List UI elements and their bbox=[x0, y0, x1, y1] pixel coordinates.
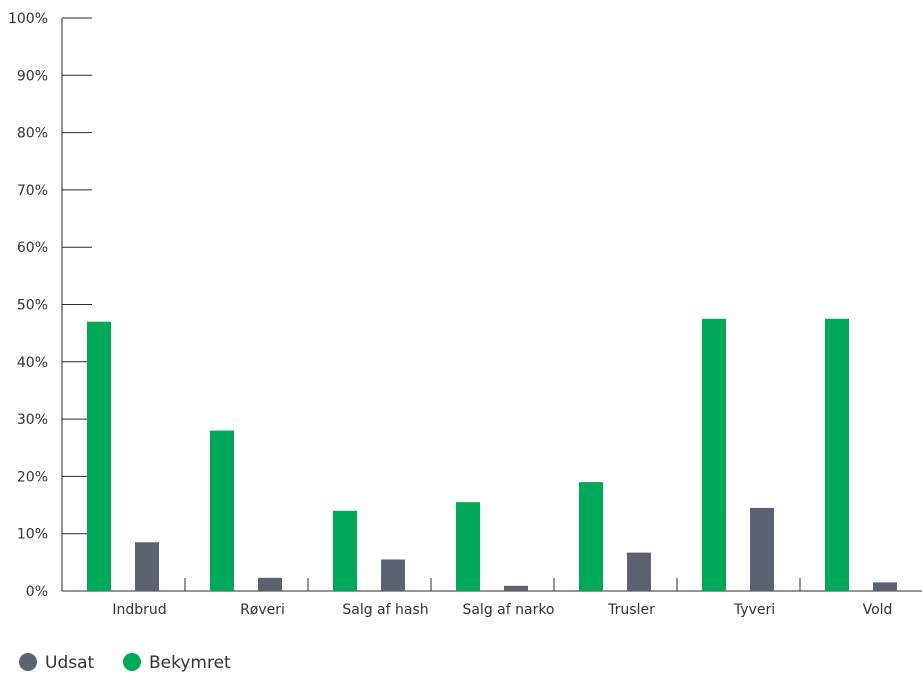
bar-bekymret bbox=[702, 318, 726, 591]
legend-label: Bekymret bbox=[149, 653, 231, 673]
y-tick-label: 60% bbox=[17, 240, 48, 256]
legend-swatch bbox=[123, 653, 141, 671]
bar-udsat bbox=[381, 559, 405, 591]
x-category-label: Trusler bbox=[607, 602, 655, 618]
y-tick-label: 30% bbox=[17, 412, 48, 428]
y-tick-label: 90% bbox=[17, 68, 48, 84]
x-category-label: Salg af hash bbox=[342, 602, 428, 618]
bar-udsat bbox=[873, 582, 897, 591]
y-axis: 0% 10% 20% 30% 40% 50% 60% 70% 80% 90% 100% bbox=[8, 11, 92, 600]
bars-group bbox=[87, 318, 897, 591]
legend: Udsat Bekymret bbox=[19, 653, 231, 673]
x-axis: Indbrud Røveri Salg af hash Salg af narko Tr… bbox=[62, 578, 922, 618]
y-tick-label: 80% bbox=[17, 126, 48, 142]
y-tick-label: 40% bbox=[17, 355, 48, 371]
y-tick-label: 50% bbox=[17, 298, 48, 314]
x-category-label: Vold bbox=[863, 602, 893, 618]
bar-udsat bbox=[258, 577, 282, 591]
bar-udsat bbox=[627, 552, 651, 591]
bar-udsat bbox=[504, 585, 528, 591]
bar-bekymret bbox=[825, 318, 849, 591]
legend-swatch bbox=[19, 653, 37, 671]
bar-bekymret bbox=[456, 502, 480, 591]
y-tick-label: 10% bbox=[17, 527, 48, 543]
x-category-label: Røveri bbox=[240, 602, 285, 618]
x-category-label: Tyveri bbox=[733, 602, 775, 618]
bar-bekymret bbox=[210, 430, 234, 591]
y-tick-label: 100% bbox=[8, 11, 48, 27]
y-tick-label: 20% bbox=[17, 469, 48, 485]
bar-bekymret bbox=[333, 510, 357, 591]
bar-udsat bbox=[135, 542, 159, 591]
x-category-label: Salg af narko bbox=[462, 602, 554, 618]
y-tick-label: 70% bbox=[17, 183, 48, 199]
legend-label: Udsat bbox=[45, 653, 95, 673]
bar-bekymret bbox=[87, 321, 111, 591]
x-category-label: Indbrud bbox=[112, 602, 166, 618]
y-tick-label: 0% bbox=[26, 584, 48, 600]
bar-bekymret bbox=[579, 482, 603, 591]
bar-udsat bbox=[750, 507, 774, 591]
